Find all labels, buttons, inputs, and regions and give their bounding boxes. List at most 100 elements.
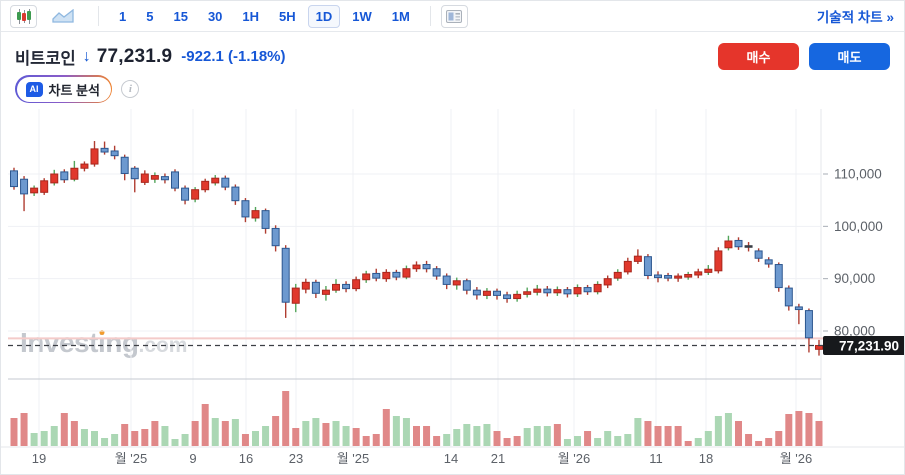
candle-body (372, 272, 381, 279)
candle-body (493, 290, 501, 296)
volume-bar (40, 431, 48, 446)
candle-body (362, 273, 371, 281)
volume-bar (704, 431, 712, 446)
instrument-name: 비트코인 (15, 49, 76, 68)
volume-bar (252, 431, 259, 446)
x-axis-label: 월 '26 (780, 451, 813, 466)
candlestick-glyph (16, 8, 32, 24)
timeframe-1m[interactable]: 1M (391, 8, 410, 24)
candle-body (342, 283, 351, 290)
volume-bar (553, 424, 561, 446)
volume-bar (614, 436, 622, 446)
volume-bar (563, 439, 571, 446)
price-down-arrow-icon: ↓ (82, 47, 91, 65)
timeframe-30[interactable]: 30 (207, 8, 223, 24)
candle-body (774, 264, 783, 289)
volume-bar (523, 428, 531, 446)
instrument-header: 비트코인 ↓ 77,231.9 -922.1 (-1.18%) 매수 매도 (1, 32, 904, 70)
x-axis-label: 11 (649, 451, 663, 466)
current-price-label-box (823, 335, 904, 355)
candle-body (794, 306, 803, 311)
volume-bar (322, 423, 330, 446)
timeframe-15[interactable]: 15 (173, 8, 188, 24)
volume-bar (332, 421, 340, 446)
candle-body (623, 260, 632, 273)
volume-bar (372, 434, 380, 446)
candle-body (553, 289, 562, 294)
ai-badge-icon: AI (25, 81, 43, 97)
candle-body (20, 178, 29, 195)
timeframe-1h[interactable]: 1H (242, 8, 260, 24)
volume-bar (20, 413, 28, 446)
timeframe-1[interactable]: 1 (119, 8, 127, 24)
volume-bar (131, 431, 139, 446)
candle-body (744, 245, 753, 248)
candle-body (452, 280, 461, 286)
volume-bar (342, 426, 350, 446)
candle-body (462, 280, 471, 291)
volume-bar (292, 428, 300, 446)
volume-bar (433, 436, 441, 446)
candle-body (563, 289, 572, 295)
x-axis-label: 월 '25 (115, 451, 148, 466)
candle-body (442, 275, 451, 285)
ai-chart-analysis-button[interactable]: AI 차트 분석 (15, 75, 113, 103)
candle-body (171, 171, 179, 189)
candle-body (70, 167, 79, 180)
candle-body (231, 186, 240, 202)
candle-body (724, 240, 733, 249)
candle-body (684, 273, 693, 278)
candle-body (482, 290, 491, 296)
volume-bar (805, 413, 813, 446)
volume-bar (161, 426, 169, 446)
candle-body (754, 250, 763, 259)
area-chart-icon[interactable] (49, 4, 76, 28)
volume-bar (634, 418, 642, 446)
sell-button[interactable]: 매도 (809, 43, 890, 70)
timeframe-1w[interactable]: 1W (352, 8, 372, 24)
volume-bar (60, 413, 68, 446)
candle-body (804, 310, 813, 339)
volume-bar (795, 411, 803, 446)
candle-body (40, 180, 49, 193)
timeframe-1d[interactable]: 1D (307, 4, 341, 28)
info-icon[interactable]: i (121, 80, 140, 98)
x-axis-label: 21 (491, 451, 505, 466)
area-chart-glyph (51, 9, 74, 23)
volume-bar (382, 409, 390, 446)
candle-body (271, 227, 280, 247)
volume-bar (80, 429, 88, 446)
volume-bar (171, 439, 179, 446)
candle-body (261, 210, 270, 229)
volume-bar (70, 421, 78, 446)
candle-body (422, 264, 431, 270)
volume-bar (272, 416, 280, 446)
timeframe-5h[interactable]: 5H (279, 8, 296, 24)
technical-chart-link[interactable]: 기술적 차트 » (816, 10, 894, 25)
volume-bar (443, 434, 451, 446)
y-axis-label: 80,000 (834, 324, 875, 339)
candle-body (503, 294, 512, 300)
candle-body (674, 275, 683, 279)
investing-watermark: Invest ing.com (20, 327, 188, 358)
toolbar-divider (98, 6, 99, 26)
volume-bar (221, 421, 229, 446)
candle-body (60, 171, 69, 181)
volume-bar (141, 429, 149, 446)
candle-body (523, 291, 532, 295)
panel-layout-icon[interactable] (440, 4, 468, 28)
candlestick-chart-icon[interactable] (10, 4, 37, 28)
volume-bar (644, 421, 652, 446)
volume-bar (503, 438, 511, 446)
volume-bar (201, 404, 209, 446)
volume-bar (453, 429, 461, 446)
current-price-label: 77,231.90 (839, 338, 899, 353)
candle-body (664, 275, 673, 279)
volume-bar (765, 438, 773, 446)
candle-body (301, 281, 310, 290)
volume-bar (241, 434, 249, 446)
candle-body (140, 173, 149, 183)
buy-button[interactable]: 매수 (718, 43, 799, 70)
timeframe-5[interactable]: 5 (146, 8, 154, 24)
